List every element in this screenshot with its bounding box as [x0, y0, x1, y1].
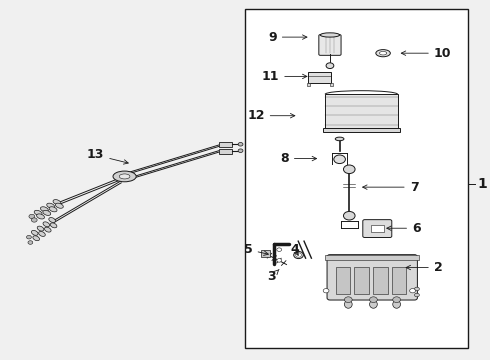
Ellipse shape — [43, 210, 51, 215]
Text: 8: 8 — [280, 152, 317, 165]
Circle shape — [238, 143, 243, 146]
Text: 9: 9 — [268, 31, 307, 44]
Bar — [308, 72, 331, 83]
Circle shape — [415, 287, 419, 291]
Bar — [392, 267, 406, 294]
Circle shape — [277, 258, 282, 262]
Ellipse shape — [37, 226, 44, 231]
Circle shape — [295, 253, 301, 257]
Bar — [336, 267, 350, 294]
Bar — [373, 267, 388, 294]
Ellipse shape — [379, 51, 387, 55]
Ellipse shape — [55, 203, 63, 208]
Circle shape — [415, 293, 419, 297]
Circle shape — [326, 63, 334, 68]
Text: 1: 1 — [477, 176, 487, 190]
Circle shape — [343, 211, 355, 220]
Circle shape — [344, 297, 352, 302]
Circle shape — [343, 165, 355, 174]
Ellipse shape — [49, 207, 57, 212]
Circle shape — [238, 149, 243, 153]
Circle shape — [29, 214, 35, 219]
Circle shape — [26, 235, 31, 239]
Circle shape — [28, 241, 33, 244]
Circle shape — [369, 297, 377, 302]
Bar — [245, 9, 467, 348]
Ellipse shape — [344, 300, 352, 308]
Ellipse shape — [49, 217, 55, 222]
Polygon shape — [323, 128, 400, 132]
Text: 3: 3 — [268, 269, 279, 283]
Polygon shape — [325, 94, 397, 128]
FancyBboxPatch shape — [363, 220, 392, 238]
Text: 5: 5 — [244, 243, 269, 256]
Circle shape — [31, 218, 37, 222]
Ellipse shape — [37, 214, 45, 219]
Text: 6: 6 — [387, 222, 421, 235]
Ellipse shape — [34, 210, 42, 215]
Ellipse shape — [43, 222, 49, 227]
Bar — [219, 149, 232, 154]
Bar — [330, 83, 333, 86]
Text: 2: 2 — [406, 261, 442, 274]
Ellipse shape — [33, 236, 40, 241]
Circle shape — [393, 297, 400, 302]
Ellipse shape — [369, 300, 377, 308]
Ellipse shape — [335, 137, 344, 141]
Text: 7: 7 — [363, 181, 418, 194]
Circle shape — [410, 289, 416, 293]
Ellipse shape — [113, 171, 136, 182]
Bar — [219, 142, 232, 147]
Circle shape — [277, 248, 282, 251]
Ellipse shape — [41, 207, 49, 212]
Bar — [325, 255, 419, 260]
Ellipse shape — [294, 251, 303, 258]
Text: 11: 11 — [262, 70, 307, 83]
Ellipse shape — [45, 227, 51, 232]
Ellipse shape — [50, 223, 57, 228]
Text: 12: 12 — [247, 109, 295, 122]
Ellipse shape — [47, 203, 54, 208]
Ellipse shape — [393, 300, 400, 308]
Bar — [261, 249, 270, 257]
Circle shape — [334, 155, 345, 163]
Ellipse shape — [31, 230, 38, 235]
Ellipse shape — [119, 174, 130, 179]
Bar — [354, 267, 368, 294]
FancyBboxPatch shape — [327, 255, 417, 300]
Text: 4: 4 — [291, 243, 299, 256]
FancyBboxPatch shape — [319, 35, 341, 55]
Text: 10: 10 — [401, 47, 451, 60]
Bar — [371, 225, 384, 232]
Ellipse shape — [53, 199, 61, 205]
Circle shape — [323, 289, 329, 293]
Ellipse shape — [39, 231, 45, 237]
Ellipse shape — [320, 33, 340, 37]
Text: 13: 13 — [87, 148, 128, 164]
Ellipse shape — [376, 50, 391, 57]
Bar — [307, 83, 310, 86]
